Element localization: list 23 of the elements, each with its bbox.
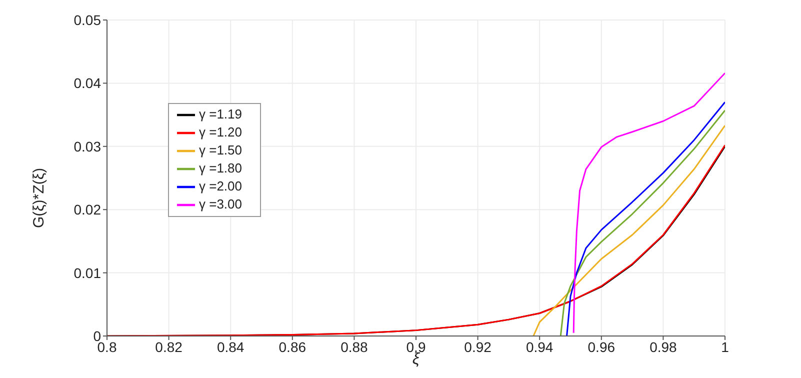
x-axis-title: ξ bbox=[412, 351, 420, 368]
legend-label: γ =1.80 bbox=[199, 160, 242, 176]
y-tick-label: 0.02 bbox=[74, 202, 102, 218]
x-tick-label: 0.96 bbox=[588, 338, 616, 355]
x-tick-label: 1 bbox=[721, 338, 730, 355]
y-tick-label: 0.01 bbox=[74, 264, 102, 281]
y-axis-title: G(ξ)*Z(ξ) bbox=[30, 168, 48, 228]
y-tick-label: 0.04 bbox=[74, 75, 102, 92]
x-tick-label: 0.92 bbox=[464, 338, 492, 355]
x-tick-label: 0.82 bbox=[155, 338, 183, 355]
legend-label: γ =3.00 bbox=[199, 196, 242, 212]
line-series bbox=[532, 124, 725, 336]
x-tick-label: 0.88 bbox=[340, 338, 368, 355]
y-tick-label: 0.05 bbox=[74, 12, 102, 28]
x-tick-label: 0.86 bbox=[278, 338, 306, 355]
x-tick-label: 0.98 bbox=[650, 338, 678, 355]
x-tick-label: 0.84 bbox=[216, 338, 244, 355]
legend-label: γ =1.20 bbox=[199, 124, 242, 140]
legend-label: γ =2.00 bbox=[199, 178, 242, 194]
y-tick-label: 0.03 bbox=[74, 138, 102, 154]
legend-label: γ =1.19 bbox=[199, 106, 242, 122]
legend-label: γ =1.50 bbox=[199, 142, 242, 158]
x-tick-label: 0.94 bbox=[526, 338, 554, 355]
